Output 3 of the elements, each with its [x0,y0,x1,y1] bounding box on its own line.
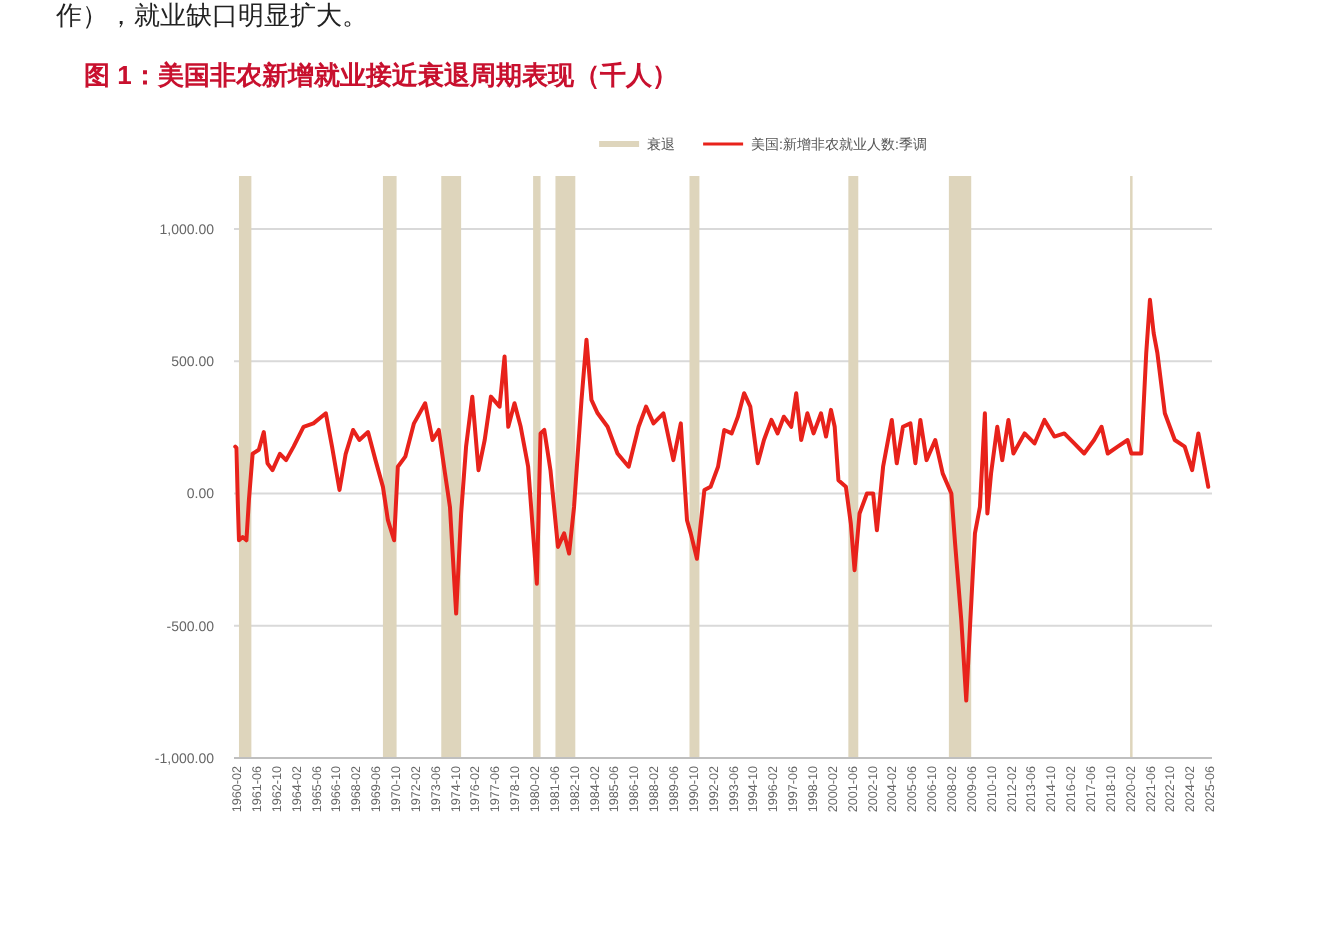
line-series [233,297,1211,703]
text: 作），就业缺口明显扩大。 [54,0,368,30]
chart-title: 图 1：美国非农新增就业接近衰退周期表现（千人） [84,60,678,90]
